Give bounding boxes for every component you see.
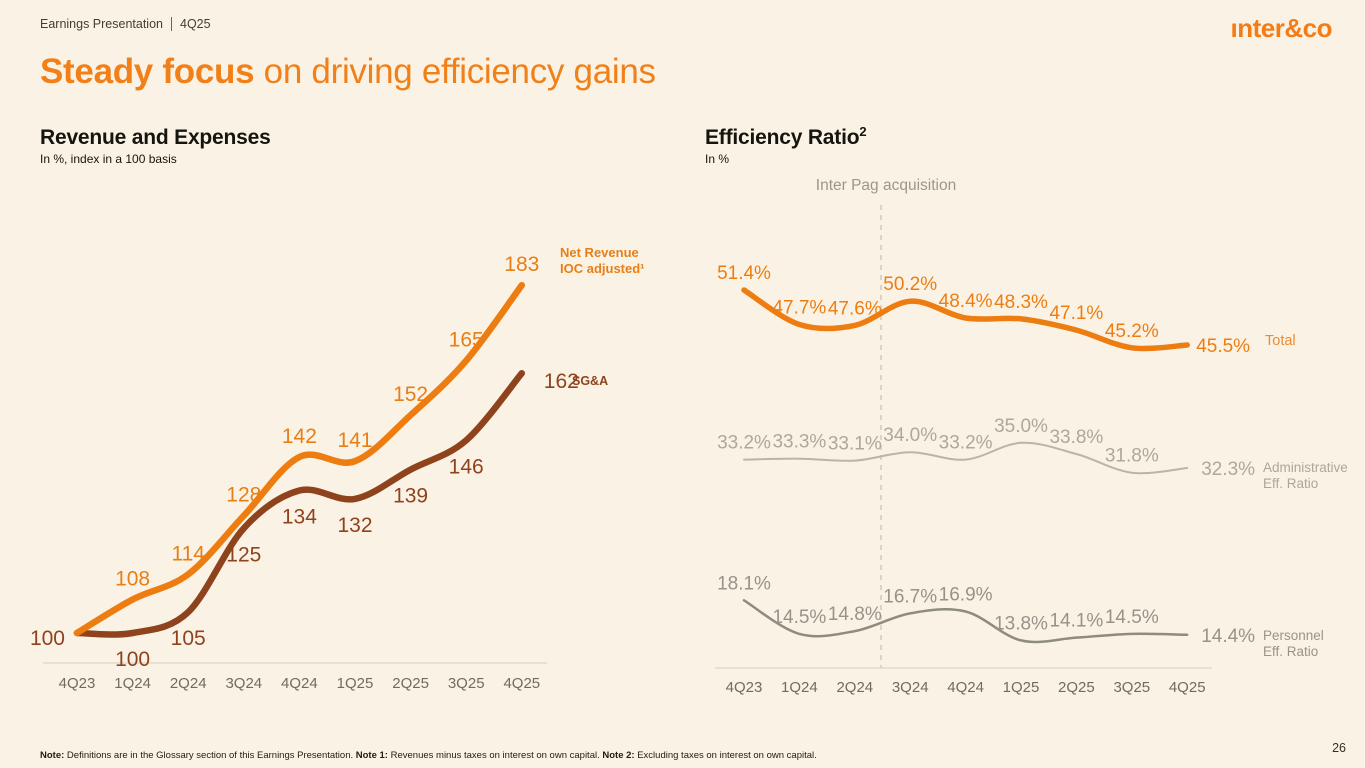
value-label: 31.8% — [1105, 446, 1159, 467]
x-tick-label: 4Q23 — [726, 679, 763, 696]
legend-label: Personnel — [1263, 628, 1324, 643]
value-label: 142 — [282, 425, 317, 448]
x-tick-label: 1Q25 — [1003, 679, 1040, 696]
value-label: 105 — [171, 627, 206, 650]
legend-label: SG&A — [572, 374, 608, 388]
x-tick-label: 2Q25 — [392, 675, 429, 692]
value-label: 50.2% — [883, 274, 937, 295]
value-label: 165 — [449, 329, 484, 352]
page-title-rest: on driving efficiency gains — [254, 52, 656, 91]
footnote-note-label: Note: — [40, 750, 65, 761]
value-label: 141 — [337, 429, 372, 452]
presentation-quarter: 4Q25 — [180, 17, 211, 31]
series-line-secondary-1 — [73, 369, 526, 638]
value-label: 14.8% — [828, 604, 882, 625]
x-tick-label: 2Q24 — [170, 675, 207, 692]
x-tick-label: 4Q23 — [59, 675, 96, 692]
footnote: Note: Definitions are in the Glossary se… — [40, 750, 817, 761]
legend-label: Net Revenue — [560, 245, 639, 260]
value-label: 100 — [115, 648, 150, 671]
x-tick-label: 4Q25 — [503, 675, 540, 692]
left-chart-title: Revenue and Expenses — [40, 126, 271, 149]
series-line-primary — [73, 281, 526, 637]
value-label: 47.6% — [828, 298, 882, 319]
revenue-expenses-chart: 4Q23 1Q24 2Q24 3Q24 4Q24 1Q25 2Q25 3Q25 4Q25 108 1… — [30, 245, 645, 692]
value-label: 132 — [337, 514, 372, 537]
value-label: 47.1% — [1049, 303, 1103, 324]
value-label: 14.4% — [1201, 626, 1255, 647]
footnote-note-label: Note 2: — [602, 750, 635, 761]
value-label: 33.1% — [828, 434, 882, 455]
legend-label: Eff. Ratio — [1263, 476, 1318, 491]
legend-label: Eff. Ratio — [1263, 644, 1318, 659]
left-chart-subtitle: In %, index in a 100 basis — [40, 152, 177, 166]
x-tick-label: 1Q24 — [114, 675, 151, 692]
value-label: 125 — [226, 543, 261, 566]
value-label: 45.2% — [1105, 321, 1159, 342]
footnote-note-label: Note 1: — [355, 750, 388, 761]
value-label: 14.1% — [1049, 611, 1103, 632]
series-line-primary — [741, 287, 1190, 352]
x-tick-label: 3Q25 — [1113, 679, 1150, 696]
value-label: 14.5% — [772, 607, 826, 628]
value-label: 18.1% — [717, 573, 771, 594]
presentation-label: Earnings Presentation — [40, 17, 163, 31]
value-label: 13.8% — [994, 613, 1048, 634]
series-line-secondary-1 — [743, 441, 1189, 475]
x-tick-label: 4Q24 — [281, 675, 318, 692]
x-tick-label: 3Q24 — [225, 675, 262, 692]
value-label: 134 — [282, 506, 317, 529]
left-chart-header: Revenue and Expenses In %, index in a 10… — [40, 124, 271, 166]
value-label: 34.0% — [883, 425, 937, 446]
efficiency-ratio-chart: Inter Pag acquisition 4Q23 1Q24 2Q24 3Q24 4Q2… — [715, 177, 1348, 696]
value-label: 32.3% — [1201, 459, 1255, 480]
x-tick-label: 1Q24 — [781, 679, 818, 696]
value-label: 16.7% — [883, 586, 937, 607]
value-label: 33.2% — [717, 433, 771, 454]
value-label: 146 — [449, 455, 484, 478]
interco-logo: ınter&co — [1230, 13, 1333, 43]
page-title: Steady focus on driving efficiency gains — [40, 52, 656, 92]
series-line-secondary-2 — [742, 599, 1189, 644]
value-label: 114 — [171, 542, 205, 565]
value-label: 33.2% — [939, 433, 993, 454]
value-label: 33.8% — [1049, 427, 1103, 448]
value-label: 16.9% — [939, 585, 993, 606]
value-label: 100 — [30, 627, 65, 650]
x-tick-label: 1Q25 — [337, 675, 374, 692]
value-label: 45.5% — [1196, 336, 1250, 357]
value-label: 108 — [115, 567, 150, 590]
value-label: 48.4% — [939, 291, 993, 312]
page-title-emphasis: Steady focus — [40, 52, 255, 91]
value-label: 139 — [393, 485, 428, 508]
x-tick-label: 4Q24 — [947, 679, 984, 696]
value-label: 14.5% — [1105, 607, 1159, 628]
annotation-label: Inter Pag acquisition — [816, 177, 956, 194]
page-number: 26 — [1332, 741, 1346, 755]
value-label: 183 — [504, 253, 539, 276]
value-label: 48.3% — [994, 292, 1048, 313]
legend-label: IOC adjusted¹ — [560, 261, 645, 276]
x-tick-label: 3Q24 — [892, 679, 929, 696]
x-tick-label: 4Q25 — [1169, 679, 1206, 696]
x-tick-label: 2Q25 — [1058, 679, 1095, 696]
right-chart-title: Efficiency Ratio2 — [705, 124, 867, 149]
x-tick-label: 3Q25 — [448, 675, 485, 692]
header: Earnings Presentation 4Q25 — [40, 17, 211, 31]
value-label: 162 — [544, 370, 579, 393]
legend-label: Total — [1265, 333, 1296, 349]
value-label: 33.3% — [772, 432, 826, 453]
right-chart-header: Efficiency Ratio2 In % — [705, 124, 867, 166]
legend-label: Administrative — [1263, 460, 1348, 475]
value-label: 152 — [393, 383, 428, 406]
value-label: 51.4% — [717, 263, 771, 284]
value-label: 47.7% — [772, 297, 826, 318]
header-divider — [171, 17, 172, 31]
x-tick-label: 2Q24 — [836, 679, 873, 696]
value-label: 35.0% — [994, 416, 1048, 437]
right-chart-subtitle: In % — [705, 152, 730, 166]
value-label: 128 — [226, 484, 261, 507]
